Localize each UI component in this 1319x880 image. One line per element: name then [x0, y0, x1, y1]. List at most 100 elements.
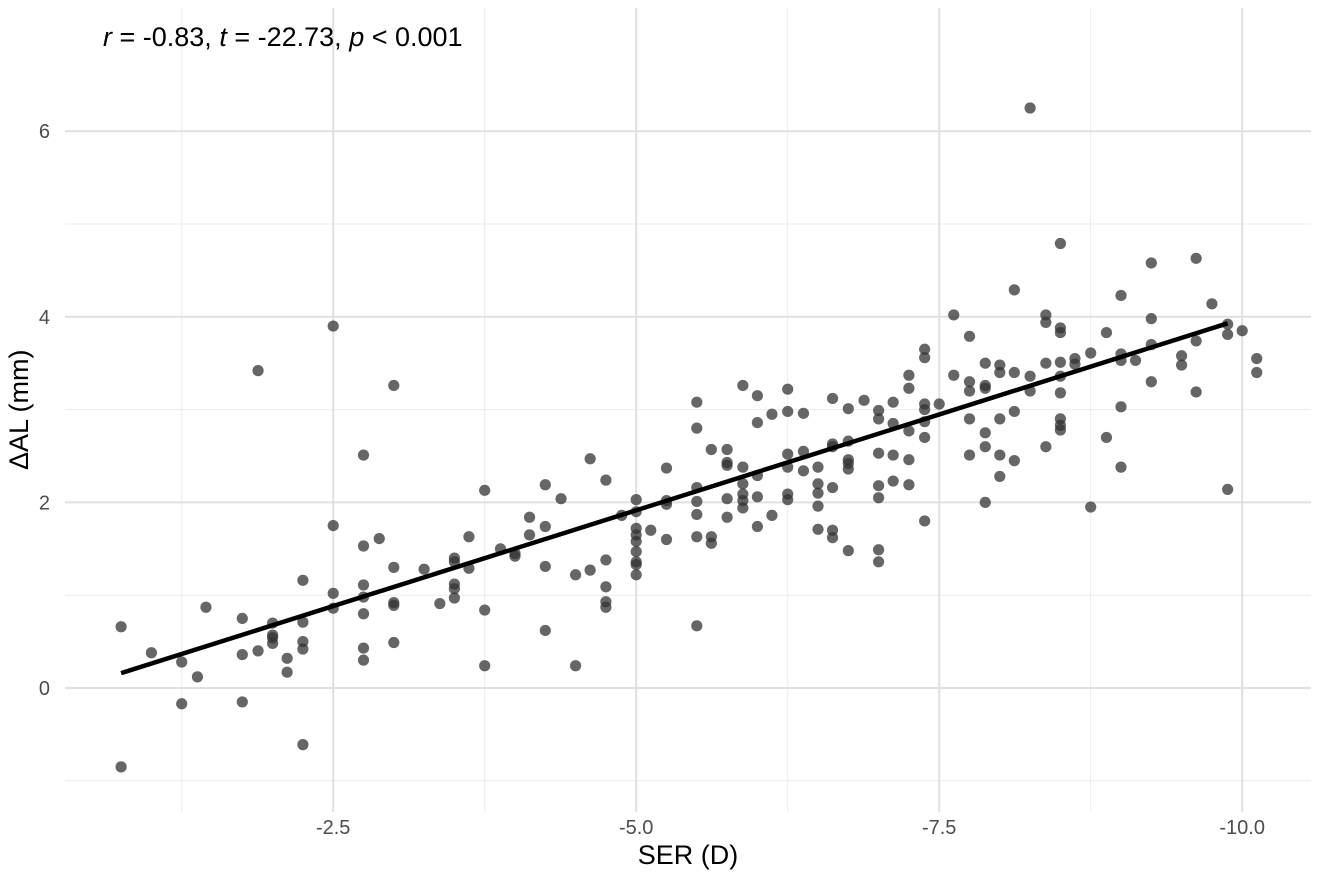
data-point — [479, 484, 491, 496]
r-value: = -0.83, — [112, 22, 220, 52]
data-point — [1008, 455, 1020, 467]
data-point — [297, 739, 309, 751]
data-point — [737, 478, 749, 490]
data-point — [448, 583, 460, 595]
data-point — [1100, 431, 1113, 444]
fit-line — [120, 321, 1229, 676]
data-point — [1145, 376, 1157, 388]
data-point — [297, 616, 309, 628]
data-point — [721, 511, 733, 523]
data-point — [1176, 359, 1188, 371]
x-axis-title: SER (D) — [637, 840, 739, 870]
data-point — [388, 379, 400, 392]
data-point — [812, 461, 824, 473]
y-axis-title: ΔAL (mm) — [4, 349, 34, 471]
x-tick-label: -5.0 — [619, 817, 653, 839]
data-point — [826, 532, 839, 544]
data-point — [539, 479, 551, 491]
data-point — [842, 463, 854, 475]
data-point — [1024, 102, 1036, 114]
data-point — [1085, 501, 1097, 513]
grid-lines — [65, 8, 1311, 812]
data-point — [873, 544, 885, 556]
data-point — [782, 448, 794, 460]
data-point — [327, 587, 339, 599]
data-point — [252, 645, 264, 657]
data-point — [191, 671, 204, 683]
data-point — [873, 480, 885, 492]
data-point — [691, 620, 703, 632]
data-point — [963, 413, 976, 425]
data-point — [630, 494, 642, 506]
data-point — [812, 523, 824, 535]
data-point — [327, 520, 339, 532]
data-point — [1054, 387, 1066, 399]
t-symbol: t — [219, 22, 227, 52]
data-point — [1145, 313, 1157, 325]
data-point — [812, 500, 824, 512]
data-point — [963, 376, 976, 388]
data-point — [873, 413, 885, 425]
data-point — [751, 520, 764, 533]
data-point — [751, 491, 764, 503]
data-point — [1069, 358, 1081, 370]
data-point — [1251, 366, 1263, 379]
data-point — [660, 533, 673, 546]
data-point — [737, 461, 749, 473]
x-axis-ticks: -2.5 -5.0 -7.5 -10.0 — [316, 817, 1265, 839]
stats-annotation: r = -0.83, t = -22.73, p < 0.001 — [103, 22, 463, 53]
data-point — [1040, 441, 1052, 453]
data-point — [948, 369, 960, 381]
data-point — [357, 449, 370, 461]
data-point — [1145, 257, 1157, 269]
data-point — [691, 495, 703, 508]
data-point — [797, 465, 810, 477]
data-point — [584, 564, 596, 576]
data-point — [963, 385, 976, 397]
data-point — [826, 392, 839, 405]
data-point — [539, 520, 551, 533]
data-point — [523, 529, 536, 541]
data-point — [463, 531, 475, 543]
data-point — [267, 637, 279, 650]
data-point — [933, 398, 945, 410]
data-point — [979, 441, 991, 453]
data-point — [737, 379, 749, 392]
data-point — [979, 357, 991, 369]
data-point — [479, 604, 491, 616]
data-point — [115, 761, 127, 773]
data-point — [721, 493, 733, 505]
data-point — [115, 621, 127, 633]
data-point — [842, 403, 854, 415]
data-point — [1115, 461, 1127, 473]
data-point — [1008, 366, 1020, 379]
data-point — [842, 545, 854, 557]
x-tick-label: -10.0 — [1219, 817, 1265, 839]
data-point — [236, 648, 248, 661]
data-point — [1085, 347, 1097, 359]
data-point — [751, 416, 764, 429]
y-axis-ticks: 0 2 4 6 — [39, 121, 50, 700]
data-point — [418, 563, 430, 575]
data-point — [1054, 424, 1066, 436]
data-point — [1251, 352, 1263, 365]
data-point — [357, 608, 370, 620]
data-point — [873, 447, 885, 459]
data-point — [705, 537, 717, 549]
data-point — [691, 531, 703, 543]
data-point — [766, 509, 778, 521]
data-point — [1190, 386, 1202, 398]
regression-line — [120, 321, 1229, 676]
p-symbol: p — [349, 22, 365, 52]
data-point — [691, 396, 703, 408]
data-point — [1115, 289, 1127, 302]
data-point — [252, 365, 264, 377]
data-point — [903, 369, 915, 381]
data-point — [691, 422, 703, 434]
data-point — [448, 592, 460, 604]
data-point — [766, 408, 778, 420]
data-point — [963, 449, 976, 461]
x-tick-label: -2.5 — [316, 817, 350, 839]
data-point — [281, 666, 293, 678]
data-point — [509, 550, 521, 562]
